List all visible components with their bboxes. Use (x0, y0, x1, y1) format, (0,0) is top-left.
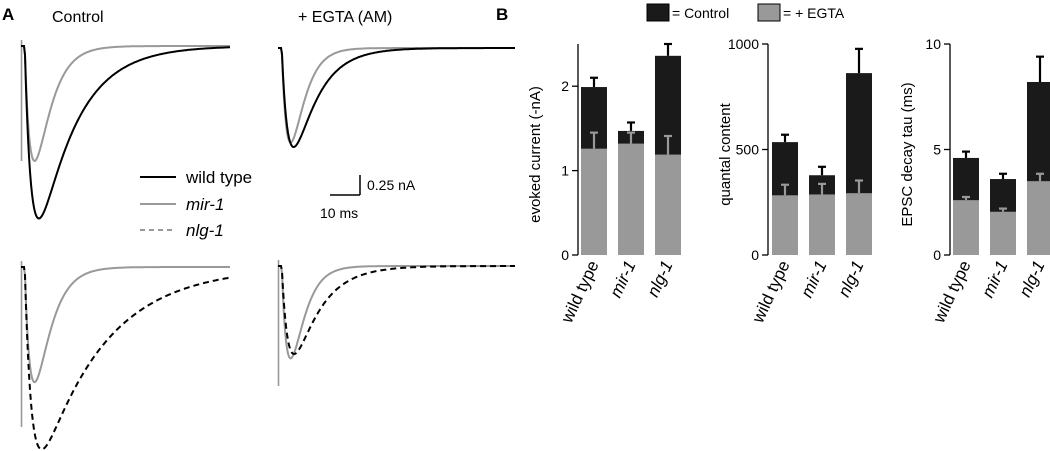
y-tick-label: 1 (561, 163, 569, 179)
bar-egta (990, 211, 1016, 255)
bar-egta (953, 200, 979, 255)
y-tick-label: 10 (925, 36, 941, 52)
category-label: nlg-1 (643, 258, 676, 300)
trace-legend: wild type mir-1 nlg-1 (140, 168, 252, 240)
scale-time-label: 10 ms (320, 205, 358, 221)
bar-egta (1027, 181, 1050, 255)
trace-line (21, 266, 230, 384)
category-label: wild type (929, 258, 975, 327)
bar-chart-decay-tau: 0 5 10 EPSC decay tau (ms) wild type mir-1 nlg… (899, 36, 1050, 327)
bar-egta (655, 154, 681, 255)
bar-egta (772, 195, 798, 255)
category-label: nlg-1 (834, 258, 867, 300)
trace-line (278, 47, 515, 144)
category-label: nlg-1 (1015, 258, 1048, 300)
y-tick-label: 500 (736, 142, 760, 158)
y-axis-label: EPSC decay tau (ms) (899, 82, 916, 226)
bar-egta (809, 194, 835, 255)
y-tick-label: 0 (933, 247, 941, 263)
trace-line (278, 265, 515, 360)
panel-a-label: A (2, 5, 14, 24)
legend-label-mir-1: mir-1 (186, 195, 224, 214)
category-label: mir-1 (978, 258, 1011, 301)
scale-bar: 0.25 nA 10 ms (320, 175, 416, 221)
bar-egta (846, 193, 872, 255)
trace-egta-top (278, 47, 515, 149)
category-label: mir-1 (606, 258, 639, 301)
bar-chart-quantal-content: 0 500 1000 quantal content wild type mir-1 nlg… (717, 36, 872, 327)
trace-line (21, 45, 230, 162)
scale-current-label: 0.25 nA (367, 177, 416, 193)
bar-legend: = Control = + EGTA (646, 3, 845, 22)
trace-control-top (20, 40, 230, 220)
y-axis-label: quantal content (717, 102, 734, 205)
y-axis-label: evoked current (-nA) (527, 86, 544, 223)
category-label: wild type (557, 258, 603, 327)
y-tick-label: 0 (751, 247, 759, 263)
legend-swatch-egta (757, 3, 781, 22)
trace-control-bottom (20, 261, 231, 451)
egta-title: + EGTA (AM) (298, 9, 392, 26)
bar-chart-evoked-current: 0 1 2 evoked current (-nA) wild type mir-1 nlg… (527, 42, 681, 327)
legend-label-egta: = + EGTA (783, 5, 845, 21)
legend-label-nlg-1: nlg-1 (186, 221, 224, 240)
control-title: Control (52, 9, 104, 26)
y-tick-label: 2 (561, 78, 569, 94)
category-label: wild type (748, 258, 794, 327)
y-tick-label: 5 (933, 142, 941, 158)
trace-line (21, 266, 231, 451)
trace-line (278, 47, 515, 149)
legend-label-wild-type: wild type (185, 168, 252, 187)
trace-line (21, 45, 230, 220)
trace-egta-bottom (277, 260, 515, 386)
y-tick-label: 0 (561, 247, 569, 263)
bar-egta (581, 148, 607, 255)
trace-line (278, 265, 515, 356)
category-label: mir-1 (797, 258, 830, 301)
legend-swatch-control (646, 3, 670, 22)
bar-egta (618, 143, 644, 255)
panel-b-label: B (496, 5, 508, 24)
y-tick-label: 1000 (728, 36, 759, 52)
legend-label-control: = Control (672, 5, 729, 21)
